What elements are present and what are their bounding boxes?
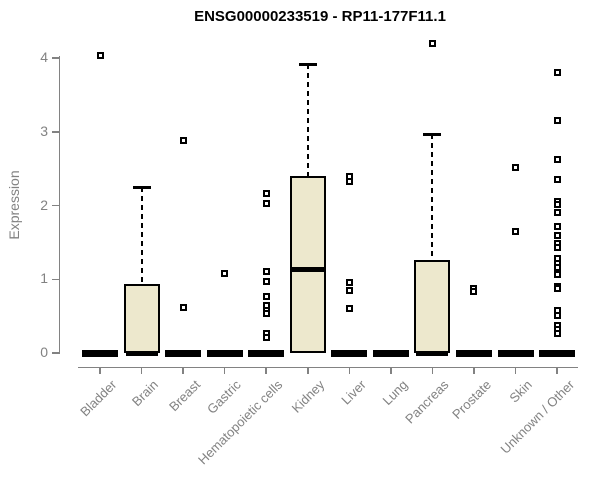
x-tick-label: Lung <box>379 377 411 409</box>
outlier-point <box>553 223 561 231</box>
chart-title: ENSG00000233519 - RP11-177F11.1 <box>194 8 446 25</box>
whisker-cap <box>132 185 151 189</box>
whisker-cap <box>423 132 442 136</box>
x-tick-label: Brain <box>129 377 162 410</box>
outlier-point <box>512 227 519 235</box>
outlier-point <box>96 51 104 59</box>
x-tick-label: Skin <box>506 377 536 406</box>
whisker-line <box>140 187 143 285</box>
x-tick <box>390 368 392 374</box>
outlier-point <box>262 278 270 285</box>
y-tick <box>52 57 59 59</box>
outlier-point <box>345 279 353 287</box>
outlier-point <box>553 329 561 337</box>
outlier-point <box>553 285 561 293</box>
outlier-point <box>262 268 270 276</box>
y-tick-label: 1 <box>40 270 48 287</box>
outlier-point <box>262 190 270 198</box>
x-tick <box>182 368 184 374</box>
zero-bar <box>248 349 285 357</box>
x-tick <box>473 368 475 374</box>
y-axis-line <box>58 56 60 354</box>
outlier-point <box>345 305 353 313</box>
outlier-point <box>553 116 561 124</box>
x-tick <box>99 368 101 374</box>
y-tick <box>52 278 59 281</box>
x-tick-label: Pancreas <box>402 377 453 427</box>
outlier-point <box>428 39 436 47</box>
zero-bar <box>372 349 409 357</box>
box <box>414 260 451 353</box>
outlier-point <box>553 201 561 209</box>
outlier-point <box>553 264 561 271</box>
zero-bar <box>331 349 368 357</box>
x-tick-label: Kidney <box>288 377 328 416</box>
box <box>289 176 326 353</box>
x-tick <box>223 368 226 374</box>
outlier-point <box>345 286 353 294</box>
median-line <box>125 350 158 356</box>
x-tick-label: Prostate <box>448 377 494 422</box>
outlier-point <box>512 163 519 171</box>
x-tick <box>140 368 143 374</box>
whisker-cap <box>298 62 317 66</box>
outlier-point <box>553 311 561 319</box>
x-tick <box>348 368 351 374</box>
outlier-point <box>553 244 561 252</box>
box <box>123 284 160 353</box>
zero-bar <box>539 349 576 357</box>
outlier-point <box>262 310 270 318</box>
y-tick-label: 4 <box>40 49 48 66</box>
x-axis-line <box>78 366 578 368</box>
y-tick-label: 3 <box>40 122 48 139</box>
outlier-point <box>470 287 478 295</box>
outlier-point <box>262 292 270 300</box>
outlier-point <box>262 334 270 342</box>
zero-bar <box>206 349 243 357</box>
outlier-point <box>221 269 229 277</box>
x-tick-label: Breast <box>165 377 203 415</box>
x-tick <box>431 368 434 374</box>
x-tick-label: Bladder <box>77 377 120 420</box>
whisker-line <box>306 64 309 177</box>
outlier-point <box>553 231 561 239</box>
outlier-point <box>179 303 187 311</box>
outlier-point <box>262 199 270 207</box>
outlier-point <box>553 208 561 216</box>
x-tick-label: Unknown / Other <box>497 377 577 457</box>
median-line <box>416 350 449 356</box>
median-line <box>291 267 324 273</box>
y-tick <box>52 204 59 207</box>
x-tick <box>307 368 309 374</box>
y-tick <box>52 131 59 133</box>
outlier-point <box>553 156 561 164</box>
x-tick-label: Liver <box>338 377 369 408</box>
outlier-point <box>553 69 561 77</box>
zero-bar <box>165 349 202 357</box>
zero-bar <box>497 349 534 357</box>
x-tick <box>265 368 267 374</box>
outlier-point <box>553 270 561 278</box>
x-tick <box>514 368 517 374</box>
y-tick-label: 0 <box>40 344 48 360</box>
outlier-point <box>345 177 353 185</box>
outlier-point <box>553 176 561 184</box>
outlier-point <box>179 137 187 145</box>
y-tick-label: 2 <box>40 196 48 213</box>
zero-bar <box>82 349 118 357</box>
x-tick <box>556 368 558 374</box>
zero-bar <box>455 349 492 357</box>
y-tick <box>52 352 59 354</box>
whisker-line <box>431 134 434 261</box>
x-tick-label: Gastric <box>204 377 245 417</box>
